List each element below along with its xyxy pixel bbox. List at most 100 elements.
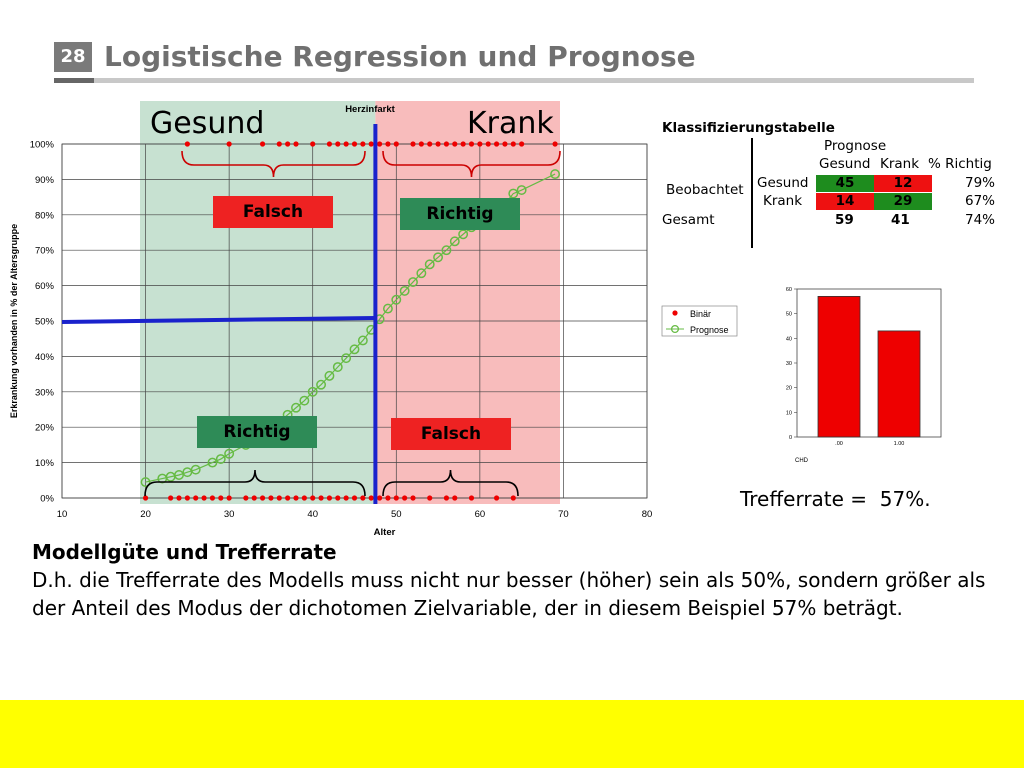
bar-y-tick-label: 20 [786,386,792,392]
binary-point [493,141,500,147]
table-row-label-gesamt: Gesamt [662,212,715,228]
binary-point [318,495,324,501]
binary-point [360,495,366,501]
binary-point [360,141,366,147]
forecast-point [349,344,360,355]
footer-band [0,700,1024,768]
table-header-prognose: Prognose [824,138,887,154]
forecast-point [391,294,402,305]
binary-point [393,141,399,147]
brace-bottom-left [144,469,366,497]
binary-point [326,495,333,501]
body-heading: Modellgüte und Trefferrate [32,540,337,564]
x-tick-label: 80 [642,509,653,520]
forecast-point [449,236,460,247]
x-tick-label: 30 [224,509,235,520]
bar-1 [877,330,921,438]
forecast-point [307,386,318,397]
chart-top-label: Herzinfarkt [345,104,395,115]
bar-y-tick-label: 50 [786,312,792,318]
x-tick-label: 40 [307,509,318,520]
binary-point [293,495,299,501]
forecast-point [207,457,218,468]
binary-point [402,495,408,501]
table-total-krank: 41 [891,212,910,228]
forecast-point [291,402,301,413]
threshold-horizontal-line [61,316,376,324]
binary-point [301,495,307,501]
binary-point [452,495,458,501]
x-tick-label: 20 [140,509,151,520]
forecast-point [190,464,201,475]
table-cell-krank-krank: 29 [874,193,932,210]
bar-x-axis-label: CHD [795,458,809,464]
binary-point [485,141,491,147]
tag-falsch-top: Falsch [213,196,333,228]
binary-point [285,495,291,501]
legend-forecast-label: Prognose [690,325,729,335]
y-tick-label: 100% [30,140,55,151]
y-tick-label: 40% [35,352,55,363]
table-cell-gesund-krank: 12 [874,175,932,192]
forecast-point [341,353,352,364]
x-tick-label: 50 [391,509,402,520]
binary-point [351,141,358,147]
binary-point [510,495,516,501]
binary-point [477,141,483,147]
binary-point [502,141,508,147]
table-row-group-label: Beobachtet [666,182,744,198]
binary-point [452,141,458,147]
forecast-point [382,303,393,314]
binary-point [184,495,190,501]
title-divider [54,78,974,83]
binary-point [243,495,249,501]
legend-forecast-marker [670,324,680,334]
binary-point [493,495,500,501]
binary-point [259,495,266,501]
binary-point [368,141,374,147]
binary-point [443,495,450,501]
trefferrate-text: Trefferrate = 57%. [740,487,931,511]
table-vertical-line [751,138,753,248]
body-paragraph: D.h. die Trefferrate des Modells muss ni… [32,568,986,620]
binary-point [276,495,282,501]
binary-point [251,495,257,501]
tag-richtig-top: Richtig [400,198,520,230]
binary-point [209,495,216,501]
bar-category-label: .00 [835,441,843,447]
x-tick-label: 70 [558,509,569,520]
binary-point [351,495,358,501]
table-cell-krank-gesund: 14 [816,193,874,210]
binary-point [335,141,341,147]
binary-point [310,141,316,147]
binary-point [418,141,424,147]
tag-falsch-bottom: Falsch [391,418,511,450]
binary-point [285,141,291,147]
y-tick-label: 0% [40,494,54,505]
binary-point [410,495,416,501]
binary-point [410,141,416,147]
binary-point [393,495,399,501]
y-tick-label: 50% [35,317,55,328]
bar-y-tick-label: 0 [789,435,792,441]
y-tick-label: 70% [35,246,55,257]
classification-table-caption: Klassifizierungstabelle [662,120,835,136]
forecast-point [516,185,527,195]
binary-point [218,495,224,501]
forecast-point [316,379,327,390]
binary-point [343,495,349,501]
bar-category-label: 1.00 [894,441,905,447]
binary-point [385,141,391,147]
binary-point [468,495,475,501]
legend-binary-marker [672,310,678,316]
legend-binary-label: Binär [690,309,711,319]
page-title: Logistische Regression und Prognose [104,40,696,73]
table-cell-gesund-pct: 79% [965,175,996,191]
forecast-point [441,245,452,256]
binary-point [276,141,282,147]
binary-point [443,141,450,147]
binary-point [427,495,433,501]
bar-0 [817,295,861,438]
y-tick-label: 20% [35,423,55,434]
binary-point [226,141,232,147]
